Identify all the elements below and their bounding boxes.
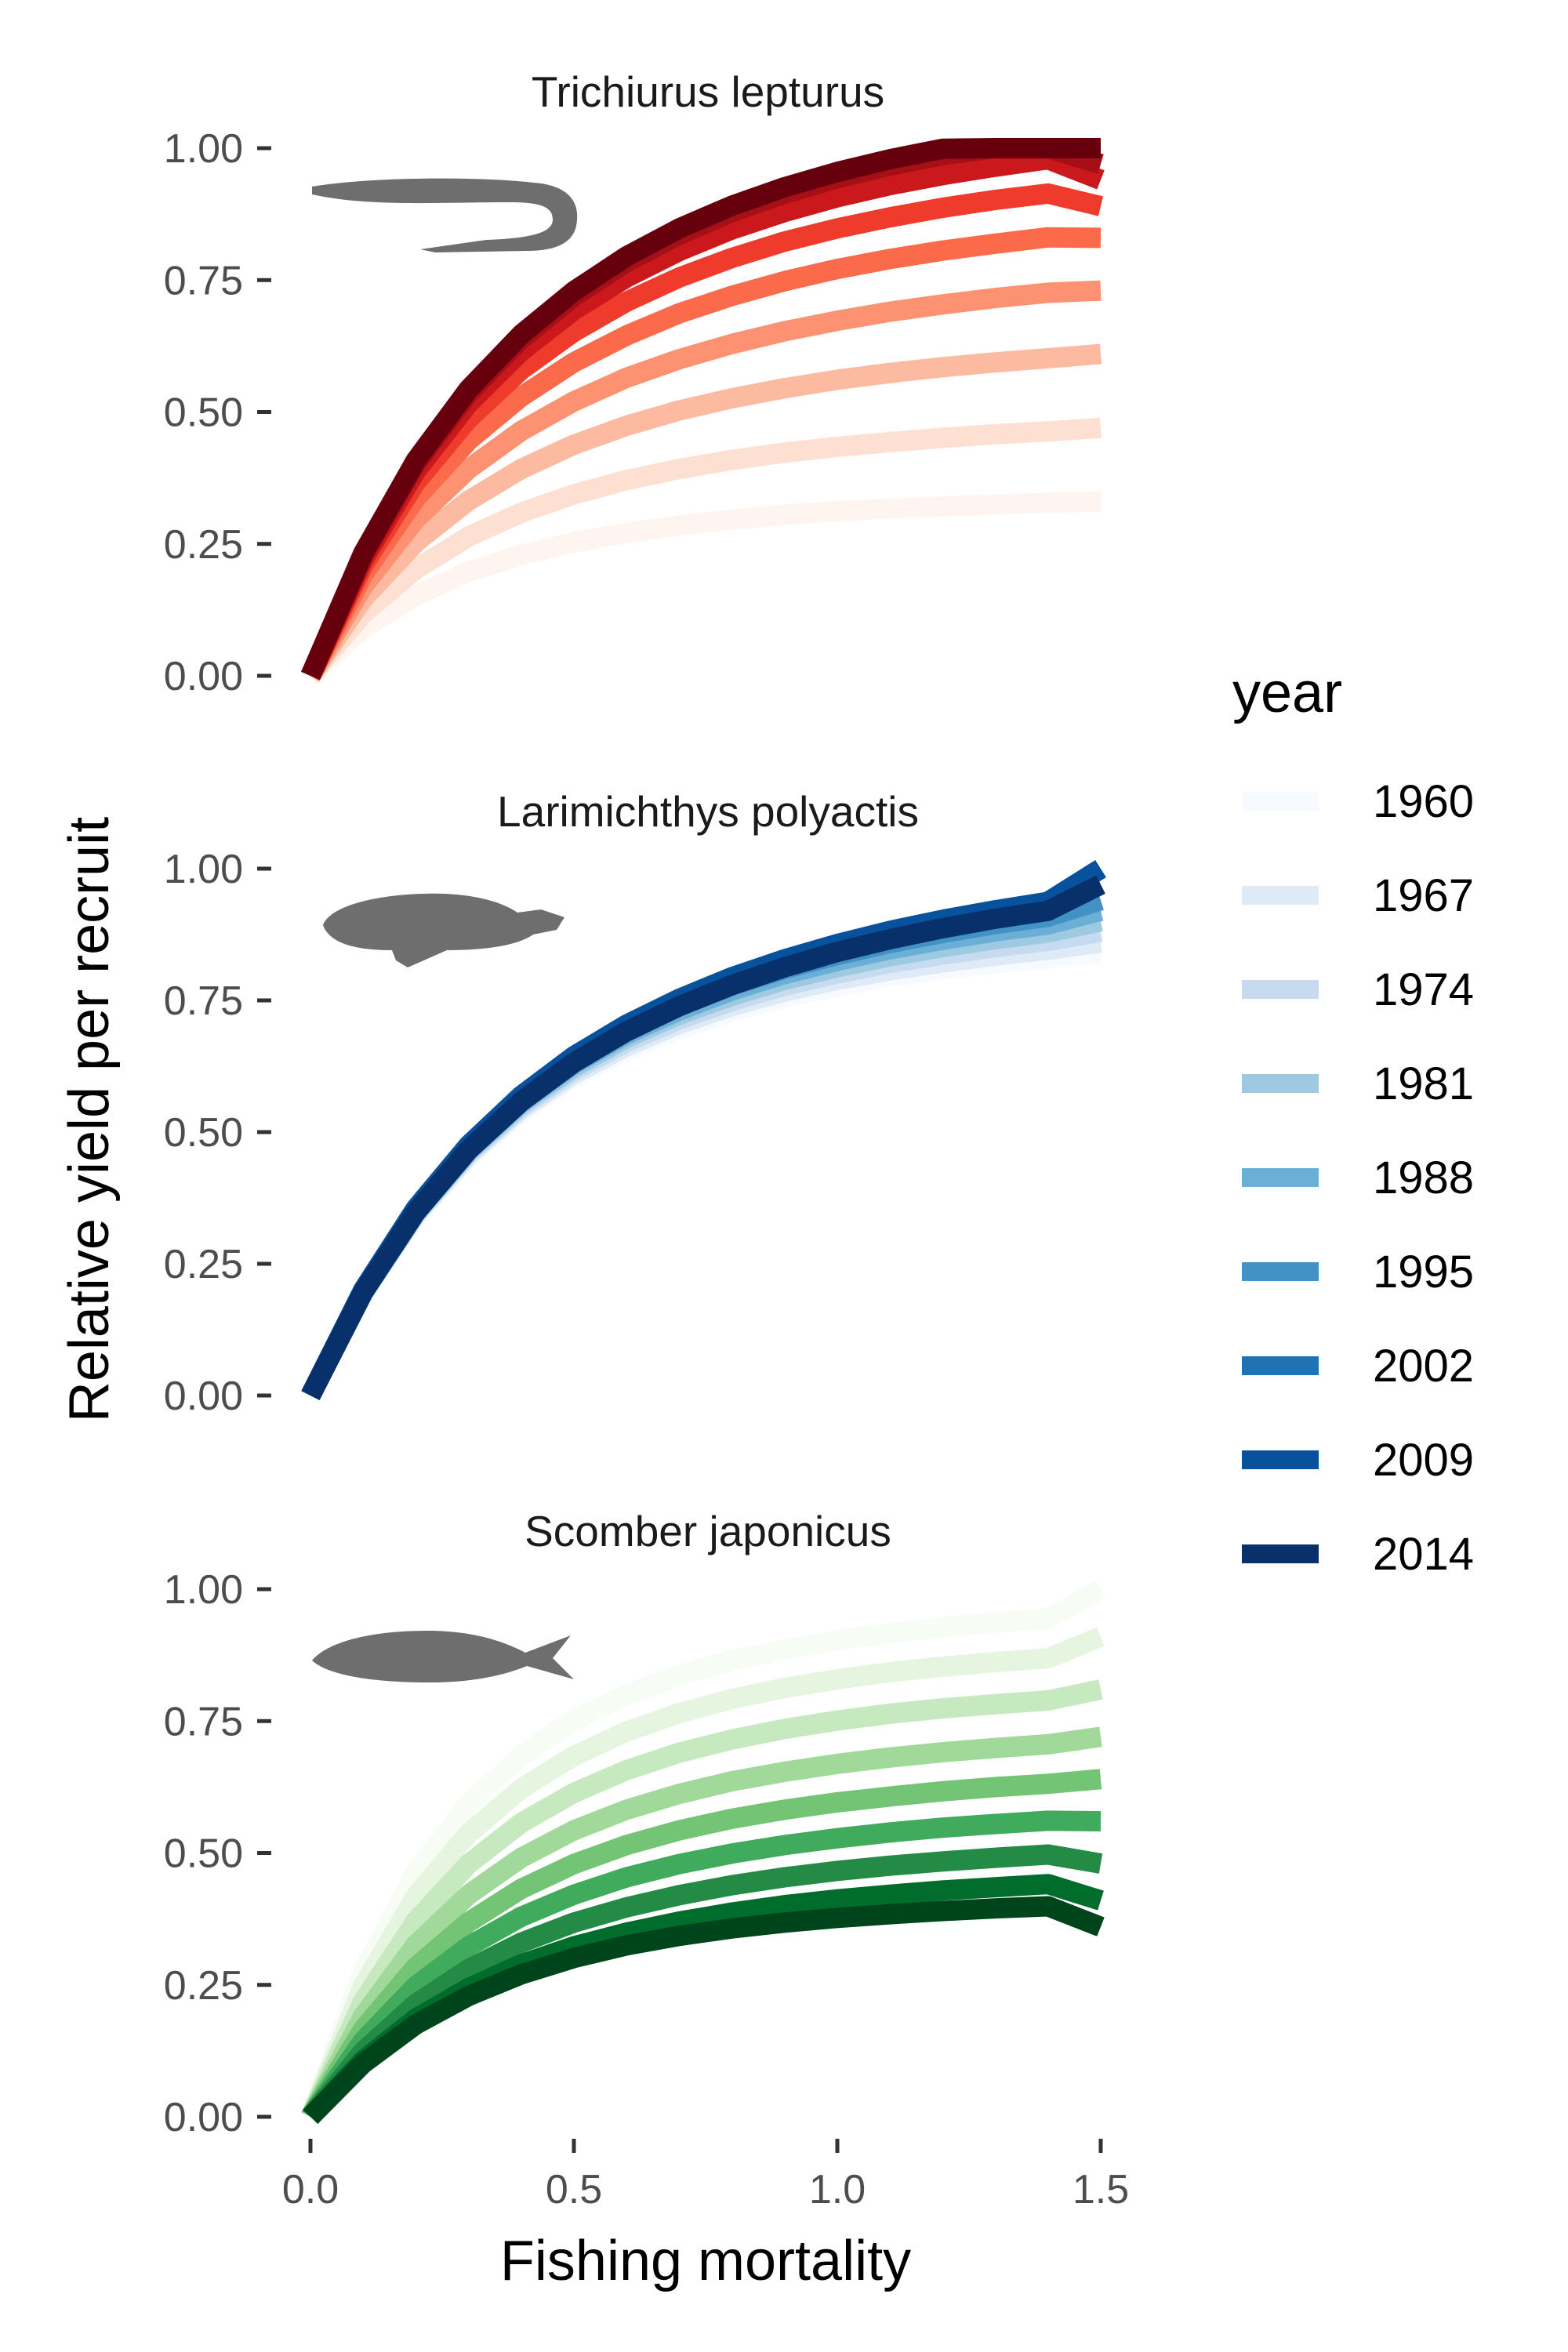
- y-tick-label: 0.75: [164, 1699, 243, 1744]
- ribbonfish-silhouette-icon: [312, 178, 578, 252]
- panel-trichiurus-lepturus: Trichiurus lepturus 0.00 0.25 0.50 0.75 1.00: [164, 67, 1105, 699]
- legend-label-1981: 1981: [1373, 1058, 1474, 1109]
- y-tick-label: 0.75: [164, 978, 243, 1024]
- legend-key-1974: [1242, 980, 1319, 999]
- series-line-2002: [302, 1844, 1103, 2124]
- panel-title: Trichiurus lepturus: [532, 67, 884, 116]
- mackerel-silhouette-icon: [312, 1631, 574, 1682]
- series-line-2014: [303, 1896, 1105, 2125]
- panel-title: Scomber japonicus: [524, 1507, 891, 1555]
- series-line-2014: [301, 875, 1105, 1400]
- legend: year 1960 1967 1974 1981 1988 1995 2002 2009 201…: [1232, 662, 1474, 1580]
- y-tick-label: 0.00: [164, 1374, 243, 1419]
- panel-scomber-japonicus: Scomber japonicus 0.00 0.25 0.50 0.75 1.00 0.…: [164, 1507, 1129, 2212]
- series-line-1967: [300, 1627, 1105, 2121]
- y-tick-label: 1.00: [164, 126, 243, 172]
- panel-larimichthys-polyactis: Larimichthys polyactis 0.00 0.25 0.50 0.75 1…: [164, 787, 1106, 1419]
- legend-label-2009: 2009: [1373, 1435, 1474, 1486]
- series-line-1960: [300, 1580, 1106, 2121]
- x-axis-title: Fishing mortality: [500, 2230, 911, 2292]
- x-tick-label: 1.5: [1073, 2167, 1129, 2212]
- legend-key-1995: [1242, 1262, 1319, 1281]
- y-tick-label: 0.25: [164, 1963, 243, 2009]
- panel-title: Larimichthys polyactis: [497, 787, 919, 836]
- y-tick-label: 0.25: [164, 522, 243, 568]
- legend-label-2014: 2014: [1373, 1529, 1474, 1580]
- y-tick-label: 0.75: [164, 258, 243, 303]
- legend-key-1988: [1242, 1168, 1319, 1187]
- legend-label-1967: 1967: [1373, 870, 1474, 921]
- y-tick-label: 0.25: [164, 1242, 243, 1287]
- x-tick-label: 0.0: [282, 2167, 339, 2212]
- legend-key-1981: [1242, 1074, 1319, 1093]
- series-line-2014: [301, 138, 1101, 681]
- series-line-1981: [301, 1726, 1102, 2122]
- legend-label-1995: 1995: [1373, 1247, 1474, 1298]
- x-tick-label: 1.0: [809, 2167, 866, 2212]
- legend-label-1974: 1974: [1373, 964, 1474, 1015]
- series-line-1974: [301, 1679, 1103, 2122]
- series-line-1988: [301, 1769, 1102, 2122]
- y-tick-label: 1.00: [164, 1567, 243, 1613]
- y-tick-label: 0.50: [164, 1110, 243, 1156]
- legend-key-1967: [1242, 886, 1319, 905]
- legend-label-1988: 1988: [1373, 1152, 1474, 1203]
- legend-key-2009: [1242, 1450, 1319, 1469]
- series-line-1995: [302, 1810, 1102, 2123]
- y-tick-label: 0.50: [164, 1831, 243, 1877]
- series-line-1988: [301, 227, 1102, 681]
- legend-key-2014: [1242, 1544, 1319, 1563]
- legend-label-1960: 1960: [1373, 776, 1474, 827]
- legend-key-1960: [1242, 792, 1319, 811]
- legend-label-2002: 2002: [1373, 1341, 1474, 1392]
- x-tick-label: 0.5: [546, 2167, 602, 2212]
- series-line-1967: [303, 417, 1102, 683]
- legend-key-2002: [1242, 1356, 1319, 1375]
- series-line-1981: [301, 280, 1102, 681]
- y-tick-label: 1.00: [164, 847, 243, 892]
- y-tick-label: 0.00: [164, 654, 243, 699]
- croaker-silhouette-icon: [323, 893, 564, 967]
- y-axis-title: Relative yield per recruit: [58, 817, 121, 1422]
- series-line-1960: [303, 491, 1102, 684]
- y-tick-label: 0.50: [164, 390, 243, 436]
- y-tick-label: 0.00: [164, 2095, 243, 2140]
- legend-title: year: [1232, 662, 1342, 724]
- series-line-1974: [302, 343, 1102, 682]
